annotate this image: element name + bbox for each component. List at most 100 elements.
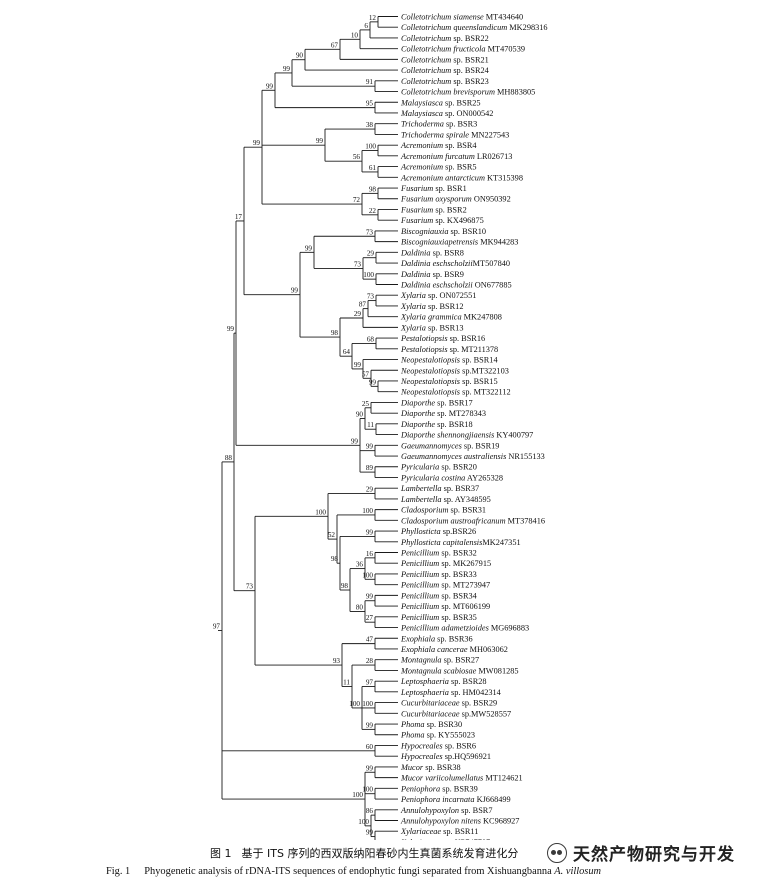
taxon-label: Malaysiasca sp. ON000542 xyxy=(400,109,493,118)
bootstrap-value: 100 xyxy=(362,700,373,708)
taxon-label: Diaporthe shennongjiaensis KY400797 xyxy=(400,431,533,440)
bootstrap-value: 73 xyxy=(367,293,375,301)
bootstrap-value: 73 xyxy=(366,228,374,236)
bootstrap-value: 91 xyxy=(366,78,374,86)
taxon-label: Acremonium sp. BSR5 xyxy=(400,163,477,172)
bootstrap-value: 67 xyxy=(331,41,339,49)
taxon-label: Daldinia sp. BSR8 xyxy=(400,248,464,257)
taxon-label: Pestalotiopsis sp. MT211378 xyxy=(400,345,498,354)
taxon-label: Penicillium sp. BSR35 xyxy=(400,613,477,622)
bootstrap-value: 22 xyxy=(369,207,377,215)
figure-number-cn: 图 1 xyxy=(210,847,232,860)
taxon-label: Acremonium sp. BSR4 xyxy=(400,141,477,150)
taxon-label: Montagnula scabiosae MW081285 xyxy=(400,666,519,675)
journal-watermark: 天然产物研究与开发 xyxy=(543,838,741,867)
bootstrap-value: 52 xyxy=(328,531,336,539)
caption-text-cn: 基于 ITS 序列的西双版纳阳春砂内生真菌系统发育进化分 xyxy=(241,847,519,860)
taxon-label: Daldinia eschscholzii ON677885 xyxy=(400,281,512,290)
bootstrap-value: 16 xyxy=(366,550,374,558)
bootstrap-value: 60 xyxy=(366,743,374,751)
taxon-label: Fusarium oxysporum ON950392 xyxy=(400,195,511,204)
bootstrap-value: 80 xyxy=(356,603,364,611)
bootstrap-value: 93 xyxy=(333,657,341,665)
bootstrap-value: 90 xyxy=(296,52,304,60)
bootstrap-value: 100 xyxy=(365,143,376,151)
taxon-label: Phyllosticta capitalensisMK247351 xyxy=(400,538,521,547)
bootstrap-value: 99 xyxy=(316,137,324,145)
bootstrap-value: 90 xyxy=(356,411,364,419)
bootstrap-value: 11 xyxy=(367,421,374,429)
bootstrap-value: 100 xyxy=(362,507,373,515)
taxon-label: Lambertella sp. BSR37 xyxy=(400,484,479,493)
bootstrap-value: 98 xyxy=(331,555,339,563)
bootstrap-value: 10 xyxy=(351,31,359,39)
taxon-label: Peniophora incarnata KJ668499 xyxy=(400,795,511,804)
bootstrap-value: 100 xyxy=(352,791,363,799)
taxon-label: Xylaria sp. BSR13 xyxy=(400,323,463,332)
taxon-label: Montagnula sp. BSR27 xyxy=(400,656,479,665)
bootstrap-value: 17 xyxy=(235,213,243,221)
taxon-label: Penicillium sp. BSR33 xyxy=(400,570,477,579)
taxon-label: Xylariaceae sp. BSR11 xyxy=(400,827,478,836)
taxon-label: Pyricularia sp. BSR20 xyxy=(400,463,477,472)
bootstrap-value: 57 xyxy=(362,370,370,378)
taxon-label: Cucurbitariaceae sp. BSR29 xyxy=(401,699,497,708)
bootstrap-value: 89 xyxy=(366,464,374,472)
bootstrap-value: 99 xyxy=(305,244,313,252)
taxon-label: Penicillium sp. BSR32 xyxy=(400,549,477,558)
bootstrap-value: 29 xyxy=(354,310,362,318)
taxon-label: Hypocreales sp. BSR6 xyxy=(400,741,476,750)
bootstrap-value: 98 xyxy=(369,185,377,193)
wechat-icon xyxy=(547,842,567,863)
taxon-label: Acremonium furcatum LR026713 xyxy=(400,152,512,161)
taxon-label: Exophiala cancerae MH063062 xyxy=(400,645,508,654)
taxon-label: Fusarium sp. KX496875 xyxy=(400,216,484,225)
taxon-label: Annulohypoxylon nitens KC968927 xyxy=(400,817,519,826)
taxon-label: Colletotrichum siamense MT434640 xyxy=(401,13,523,22)
taxon-label: Gaeumannomyces australiensis NR155133 xyxy=(401,452,545,461)
bootstrap-value: 56 xyxy=(353,153,361,161)
bootstrap-value: 12 xyxy=(369,14,377,22)
bootstrap-value: 100 xyxy=(349,700,360,708)
bootstrap-value: 100 xyxy=(362,571,373,579)
taxon-label: Gaeumannomyces sp. BSR19 xyxy=(401,441,499,450)
figure-caption-chinese: 图 1 基于 ITS 序列的西双版纳阳春砂内生真菌系统发育进化分 xyxy=(210,845,518,861)
bootstrap-value: 99 xyxy=(253,139,261,147)
bootstrap-value: 99 xyxy=(351,437,359,445)
bootstrap-value: 98 xyxy=(341,582,349,590)
watermark-text: 天然产物研究与开发 xyxy=(573,845,735,865)
bootstrap-value: 99 xyxy=(366,528,374,536)
bootstrap-value: 36 xyxy=(356,561,364,569)
bootstrap-value: 99 xyxy=(291,287,299,295)
taxon-label: Pyricularia costina AY265328 xyxy=(400,473,503,482)
taxon-label: Peniophora sp. BSR39 xyxy=(400,784,478,793)
taxon-label: Annulohypoxylon sp. BSR7 xyxy=(400,806,493,815)
taxon-label: Neopestalotiopsis sp. MT322112 xyxy=(400,388,511,397)
taxon-label: Phyllosticta sp.BSR26 xyxy=(400,527,476,536)
taxon-label: Xylariaceae sp. KP747707 xyxy=(400,838,490,840)
bootstrap-value: 99 xyxy=(283,65,291,73)
taxon-label: Malaysiasca sp. BSR25 xyxy=(400,98,481,107)
bootstrap-value: 95 xyxy=(366,100,374,108)
bootstrap-value: 99 xyxy=(227,325,235,333)
taxon-label: Neopestalotiopsis sp. BSR14 xyxy=(400,356,498,365)
bootstrap-value: 64 xyxy=(343,348,351,356)
bootstrap-value: 99 xyxy=(266,82,274,90)
bootstrap-value: 97 xyxy=(213,622,221,630)
bootstrap-value: 73 xyxy=(354,260,362,268)
taxon-label: Exophiala sp. BSR36 xyxy=(400,634,473,643)
taxon-label: Colletotrichum sp. BSR23 xyxy=(401,77,489,86)
bootstrap-value: 88 xyxy=(225,454,233,462)
taxon-label: Trichoderma spirale MN227543 xyxy=(401,130,509,139)
bootstrap-value: 68 xyxy=(367,335,375,343)
bootstrap-value: 29 xyxy=(366,486,374,494)
taxon-label: Diaporthe sp. BSR18 xyxy=(400,420,473,429)
taxon-label: Leptosphaeria sp. HM042314 xyxy=(400,688,502,697)
taxon-label: Colletotrichum sp. BSR22 xyxy=(401,34,489,43)
taxon-label: Colletotrichum queenslandicum MK298316 xyxy=(401,23,548,32)
taxon-label: Penicillium sp. MT273947 xyxy=(400,581,490,590)
taxon-label: Fusarium sp. BSR1 xyxy=(400,184,467,193)
taxon-label: Daldinia eschscholziiMT507840 xyxy=(400,259,510,268)
bootstrap-value: 47 xyxy=(366,636,374,644)
taxon-label: Neopestalotiopsis sp.MT322103 xyxy=(400,366,509,375)
